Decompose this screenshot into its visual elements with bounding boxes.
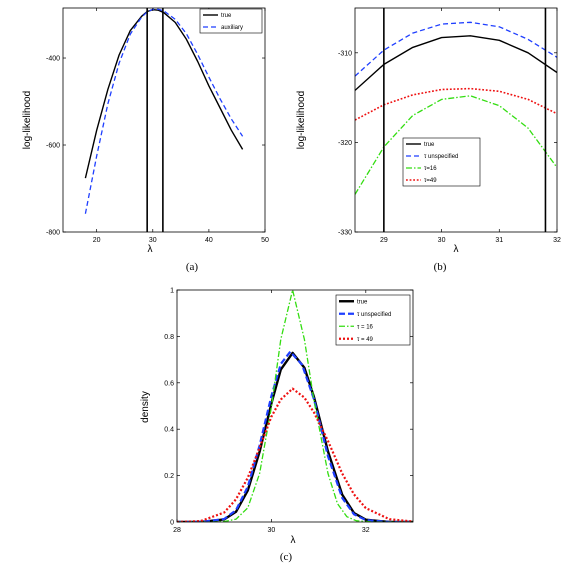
series-line-c-2 (177, 290, 413, 522)
x-tick-label: 29 (380, 237, 388, 244)
plot-area-a (84, 8, 244, 214)
y-tick-label: 0 (170, 520, 174, 527)
series-line-b-3 (355, 87, 557, 121)
legend-c: true τ unspecified τ = 16 τ = 49 (335, 294, 411, 346)
series-line-a-0 (84, 8, 244, 179)
legend-entry-label: τ=16 (424, 166, 437, 172)
legend-b: true τ unspecified τ=16 τ=49 (402, 137, 481, 187)
chart-a: 20 30 40 50 -800 -600 -400 λ log-likelihood (a) tr… (22, 7, 269, 273)
legend-entry-label: τ unspecified (424, 154, 458, 160)
legend-entry-label: auxiliary (221, 25, 243, 31)
legend-box (335, 294, 411, 346)
y-axis-label: log-likelihood (296, 91, 307, 149)
y-tick-label: -330 (338, 230, 352, 237)
plot-frame-b (354, 7, 558, 233)
legend-entry-label: τ = 16 (357, 324, 374, 330)
legend-entry-label: true (221, 13, 232, 19)
y-tick-label: 0.8 (164, 334, 174, 341)
x-tick-label: 40 (205, 237, 213, 244)
x-tick-label: 28 (173, 527, 181, 534)
y-tick-label: -600 (46, 143, 60, 150)
x-tick-label: 31 (495, 237, 503, 244)
series-line-b-2 (355, 95, 557, 195)
x-axis-label: λ (454, 244, 459, 255)
legend-box (199, 8, 263, 34)
legend-a: true auxiliary (199, 8, 263, 34)
series-line-c-3 (177, 387, 413, 522)
series-line-c-0 (177, 351, 413, 522)
x-tick-label: 30 (438, 237, 446, 244)
y-tick-label: 1 (170, 288, 174, 295)
y-tick-label: 0.2 (164, 473, 174, 480)
plot-frame-a (62, 7, 266, 233)
plot-frame-c (176, 289, 414, 523)
y-tick-label: 0.4 (164, 427, 174, 434)
x-axis-label: λ (148, 244, 153, 255)
legend-entry-label: true (424, 142, 435, 148)
legend-entry-label: true (357, 299, 368, 305)
legend-entry-label: τ = 49 (357, 337, 374, 343)
x-tick-label: 20 (93, 237, 101, 244)
y-axis-label: density (140, 391, 151, 423)
plot-area-b (355, 21, 557, 195)
series-line-b-1 (355, 21, 557, 77)
y-tick-label: -800 (46, 230, 60, 237)
figure-caption: (a) (186, 261, 199, 273)
x-tick-label: 30 (149, 237, 157, 244)
x-tick-label: 32 (553, 237, 561, 244)
x-axis-label: λ (291, 535, 296, 546)
y-tick-label: -320 (338, 140, 352, 147)
figure-caption: (b) (434, 261, 447, 273)
y-tick-label: -310 (338, 50, 352, 57)
y-axis-label: log-likelihood (22, 91, 33, 149)
series-line-c-1 (177, 350, 413, 522)
y-tick-label: -400 (46, 56, 60, 63)
legend-box (402, 137, 481, 187)
chart-b: 29 30 31 32 -330 -320 -310 λ log-likelihood (b) tr… (296, 7, 561, 273)
series-line-a-1 (84, 8, 244, 214)
plot-area-c (177, 290, 413, 522)
legend-entry-label: τ unspecified (357, 312, 391, 318)
y-tick-label: 0.6 (164, 380, 174, 387)
legend-entry-label: τ=49 (424, 178, 437, 184)
chart-c: 28 30 32 0 0.2 0.4 0.6 0.8 1 λ density (c) true τ uns… (140, 288, 414, 563)
x-tick-label: 32 (362, 527, 370, 534)
series-line-b-0 (355, 35, 557, 91)
x-tick-label: 50 (261, 237, 269, 244)
figure-caption: (c) (280, 551, 293, 563)
x-tick-label: 30 (268, 527, 276, 534)
